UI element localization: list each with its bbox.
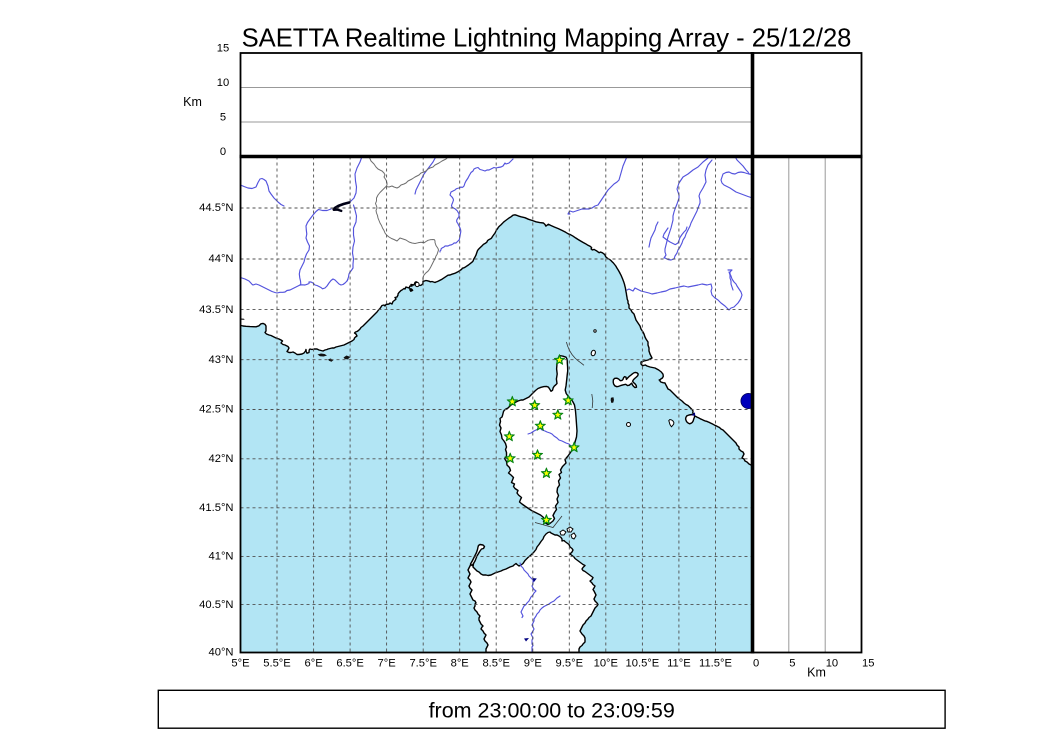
svg-text:5: 5 [789,658,795,670]
svg-text:15: 15 [862,658,874,670]
svg-text:5: 5 [220,112,226,124]
svg-text:10: 10 [826,658,838,670]
svg-text:42.5°N: 42.5°N [199,404,233,416]
svg-text:44°N: 44°N [209,253,234,265]
svg-text:8°E: 8°E [451,658,469,670]
svg-text:10.5°E: 10.5°E [626,658,660,670]
svg-text:0: 0 [220,146,226,158]
svg-text:41°N: 41°N [209,551,234,563]
svg-text:42°N: 42°N [209,453,234,465]
svg-text:43.5°N: 43.5°N [199,304,233,316]
svg-text:5°E: 5°E [231,658,249,670]
svg-text:8.5°E: 8.5°E [482,658,510,670]
svg-text:SAETTA Realtime Lightning Mapp: SAETTA Realtime Lightning Mapping Array … [242,25,852,53]
svg-text:44.5°N: 44.5°N [199,202,233,214]
svg-text:41.5°N: 41.5°N [199,502,233,514]
svg-text:40.5°N: 40.5°N [199,599,233,611]
svg-text:Km: Km [183,95,202,109]
svg-text:from 23:00:00 to 23:09:59: from 23:00:00 to 23:09:59 [429,699,675,723]
svg-text:10: 10 [217,77,229,89]
svg-text:10°E: 10°E [594,658,618,670]
svg-text:9°E: 9°E [524,658,542,670]
svg-text:6°E: 6°E [305,658,323,670]
svg-text:5.5°E: 5.5°E [263,658,291,670]
svg-text:11°E: 11°E [667,658,691,670]
svg-text:9.5°E: 9.5°E [556,658,584,670]
svg-text:43°N: 43°N [209,354,234,366]
svg-text:6.5°E: 6.5°E [336,658,364,670]
svg-text:11.5°E: 11.5°E [699,658,732,670]
svg-text:40°N: 40°N [209,647,234,659]
svg-text:Km: Km [807,666,826,680]
svg-text:7°E: 7°E [378,658,396,670]
svg-text:0: 0 [753,658,759,670]
svg-text:7.5°E: 7.5°E [409,658,437,670]
svg-text:15: 15 [217,43,229,55]
